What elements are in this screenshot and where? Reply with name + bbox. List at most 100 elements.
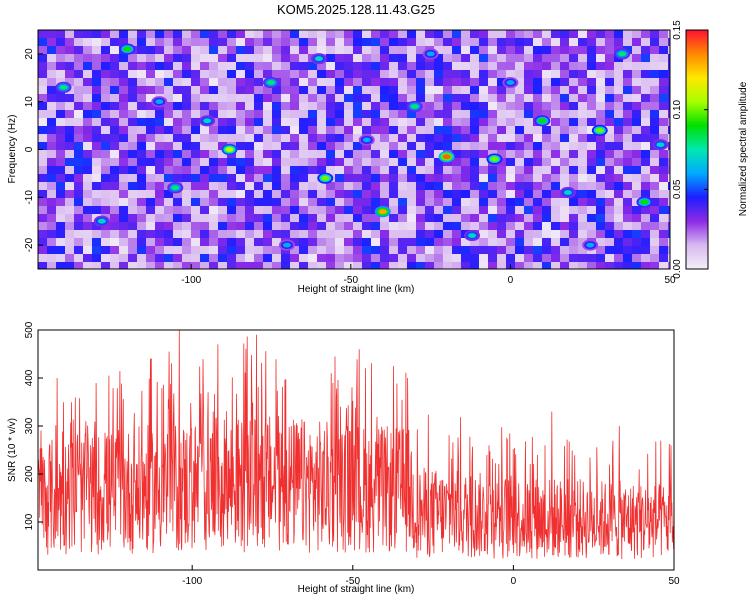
heatmap-bin <box>83 238 93 247</box>
heatmap-bin <box>218 126 228 135</box>
heatmap-bin <box>281 62 291 71</box>
heatmap-bin <box>92 174 102 183</box>
heatmap-bin <box>209 70 219 79</box>
heatmap-bin <box>317 206 327 215</box>
heatmap-bin <box>389 46 399 55</box>
heatmap-bin <box>452 166 462 175</box>
heatmap-bin <box>443 126 453 135</box>
heatmap-bin <box>65 158 75 167</box>
heatmap-bin <box>272 158 282 167</box>
heatmap-bin <box>38 118 48 127</box>
heatmap-bin <box>614 230 624 239</box>
heatmap-bin <box>272 134 282 143</box>
heatmap-bin <box>101 142 111 151</box>
heatmap-bin <box>155 70 165 79</box>
heatmap-bin <box>587 142 597 151</box>
heatmap-bin <box>659 182 669 191</box>
heatmap-bin <box>155 262 165 269</box>
heatmap-bin <box>263 158 273 167</box>
heatmap-bin <box>488 78 498 87</box>
heatmap-bin <box>353 206 363 215</box>
heatmap-bin <box>425 230 435 239</box>
heatmap-bin <box>173 126 183 135</box>
heatmap-bin <box>56 190 66 199</box>
heatmap-bin <box>461 174 471 183</box>
heatmap-bin <box>515 198 525 207</box>
heatmap-bin <box>200 158 210 167</box>
heatmap-bin <box>434 126 444 135</box>
heatmap-bin <box>146 86 156 95</box>
heatmap-bin <box>497 38 507 47</box>
heatmap-bin <box>308 150 318 159</box>
heatmap-bin <box>200 214 210 223</box>
heatmap-bin <box>434 118 444 127</box>
heatmap-bin <box>605 174 615 183</box>
heatmap-bin <box>470 78 480 87</box>
heatmap-bin <box>668 142 670 151</box>
heatmap-bin <box>326 238 336 247</box>
heatmap-bin <box>38 254 48 263</box>
heatmap-bin <box>524 70 534 79</box>
heatmap-bin <box>470 118 480 127</box>
heatmap-bin <box>362 102 372 111</box>
heatmap-bin <box>542 54 552 63</box>
heatmap-bin <box>362 182 372 191</box>
heatmap-bin <box>551 182 561 191</box>
heatmap-bin <box>506 198 516 207</box>
heatmap-bin <box>668 70 670 79</box>
heatmap-bin <box>74 142 84 151</box>
heatmap-bin <box>191 182 201 191</box>
heatmap-bin <box>641 230 651 239</box>
heatmap-bin <box>245 206 255 215</box>
heatmap-bin <box>38 262 48 269</box>
heatmap-bin <box>227 54 237 63</box>
heatmap-bin <box>587 214 597 223</box>
heatmap-bin <box>650 30 660 39</box>
heatmap-bin <box>380 254 390 263</box>
heatmap-bin <box>281 214 291 223</box>
heatmap-bin <box>470 222 480 231</box>
heatmap-bin <box>92 102 102 111</box>
heatmap-bin <box>569 150 579 159</box>
heatmap-bin <box>182 134 192 143</box>
heatmap-bin <box>281 174 291 183</box>
heatmap-bin <box>542 174 552 183</box>
heatmap-bin <box>182 70 192 79</box>
heatmap-bin <box>506 230 516 239</box>
heatmap-bin <box>632 238 642 247</box>
heatmap-bin <box>110 46 120 55</box>
heatmap-bin <box>452 38 462 47</box>
heatmap-bin <box>497 102 507 111</box>
heatmap-bin <box>173 62 183 71</box>
heatmap-bin <box>47 78 57 87</box>
heatmap-bin <box>461 222 471 231</box>
heatmap-bin <box>533 214 543 223</box>
heatmap-bin <box>128 246 138 255</box>
heatmap-bin <box>416 182 426 191</box>
heatmap-bin <box>668 54 670 63</box>
heatmap-bin <box>497 62 507 71</box>
heatmap-bin <box>200 150 210 159</box>
heatmap-bin <box>290 54 300 63</box>
heatmap-bin <box>488 30 498 39</box>
heatmap-bin <box>515 206 525 215</box>
heatmap-bin <box>479 182 489 191</box>
heatmap-bin <box>578 110 588 119</box>
heatmap-bin <box>110 214 120 223</box>
heatmap-bin <box>524 86 534 95</box>
heatmap-bin <box>506 214 516 223</box>
heatmap-bin <box>533 54 543 63</box>
heatmap-bin <box>128 86 138 95</box>
heatmap-bin <box>335 70 345 79</box>
heatmap-bin <box>101 54 111 63</box>
heatmap-bin <box>641 94 651 103</box>
heatmap-bin <box>38 142 48 151</box>
heatmap-peak <box>314 56 323 62</box>
heatmap-bin <box>434 262 444 269</box>
heatmap-bin <box>92 86 102 95</box>
heatmap-bin <box>236 142 246 151</box>
heatmap-bin <box>443 158 453 167</box>
heatmap-bin <box>173 230 183 239</box>
heatmap-bin <box>362 46 372 55</box>
heatmap-bin <box>209 214 219 223</box>
